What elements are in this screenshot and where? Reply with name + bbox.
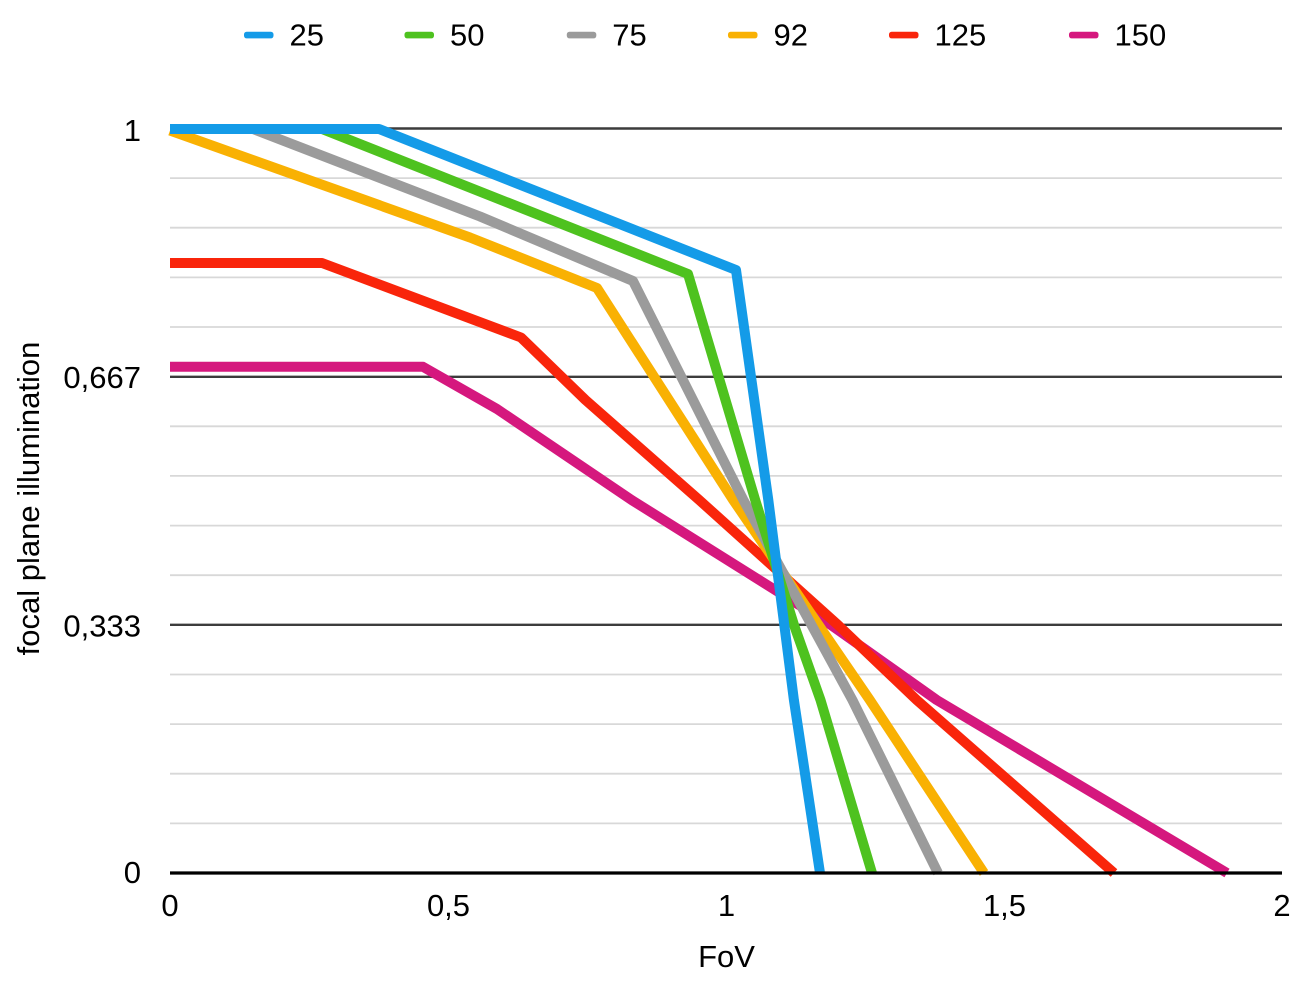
svg-text:0,5: 0,5 [427, 888, 470, 923]
svg-text:0: 0 [124, 855, 141, 890]
svg-text:125: 125 [935, 18, 987, 53]
svg-text:focal plane illumination: focal plane illumination [11, 342, 46, 656]
svg-text:0: 0 [161, 888, 178, 923]
svg-text:0,667: 0,667 [63, 360, 141, 395]
svg-text:0,333: 0,333 [63, 609, 141, 644]
svg-text:2: 2 [1273, 888, 1290, 923]
svg-text:50: 50 [450, 18, 484, 53]
svg-text:25: 25 [290, 18, 324, 53]
svg-text:75: 75 [612, 18, 646, 53]
svg-text:92: 92 [774, 18, 808, 53]
svg-text:150: 150 [1115, 18, 1167, 53]
svg-text:1,5: 1,5 [983, 888, 1026, 923]
svg-text:FoV: FoV [698, 939, 755, 974]
svg-text:1: 1 [718, 888, 735, 923]
svg-text:1: 1 [124, 113, 141, 148]
